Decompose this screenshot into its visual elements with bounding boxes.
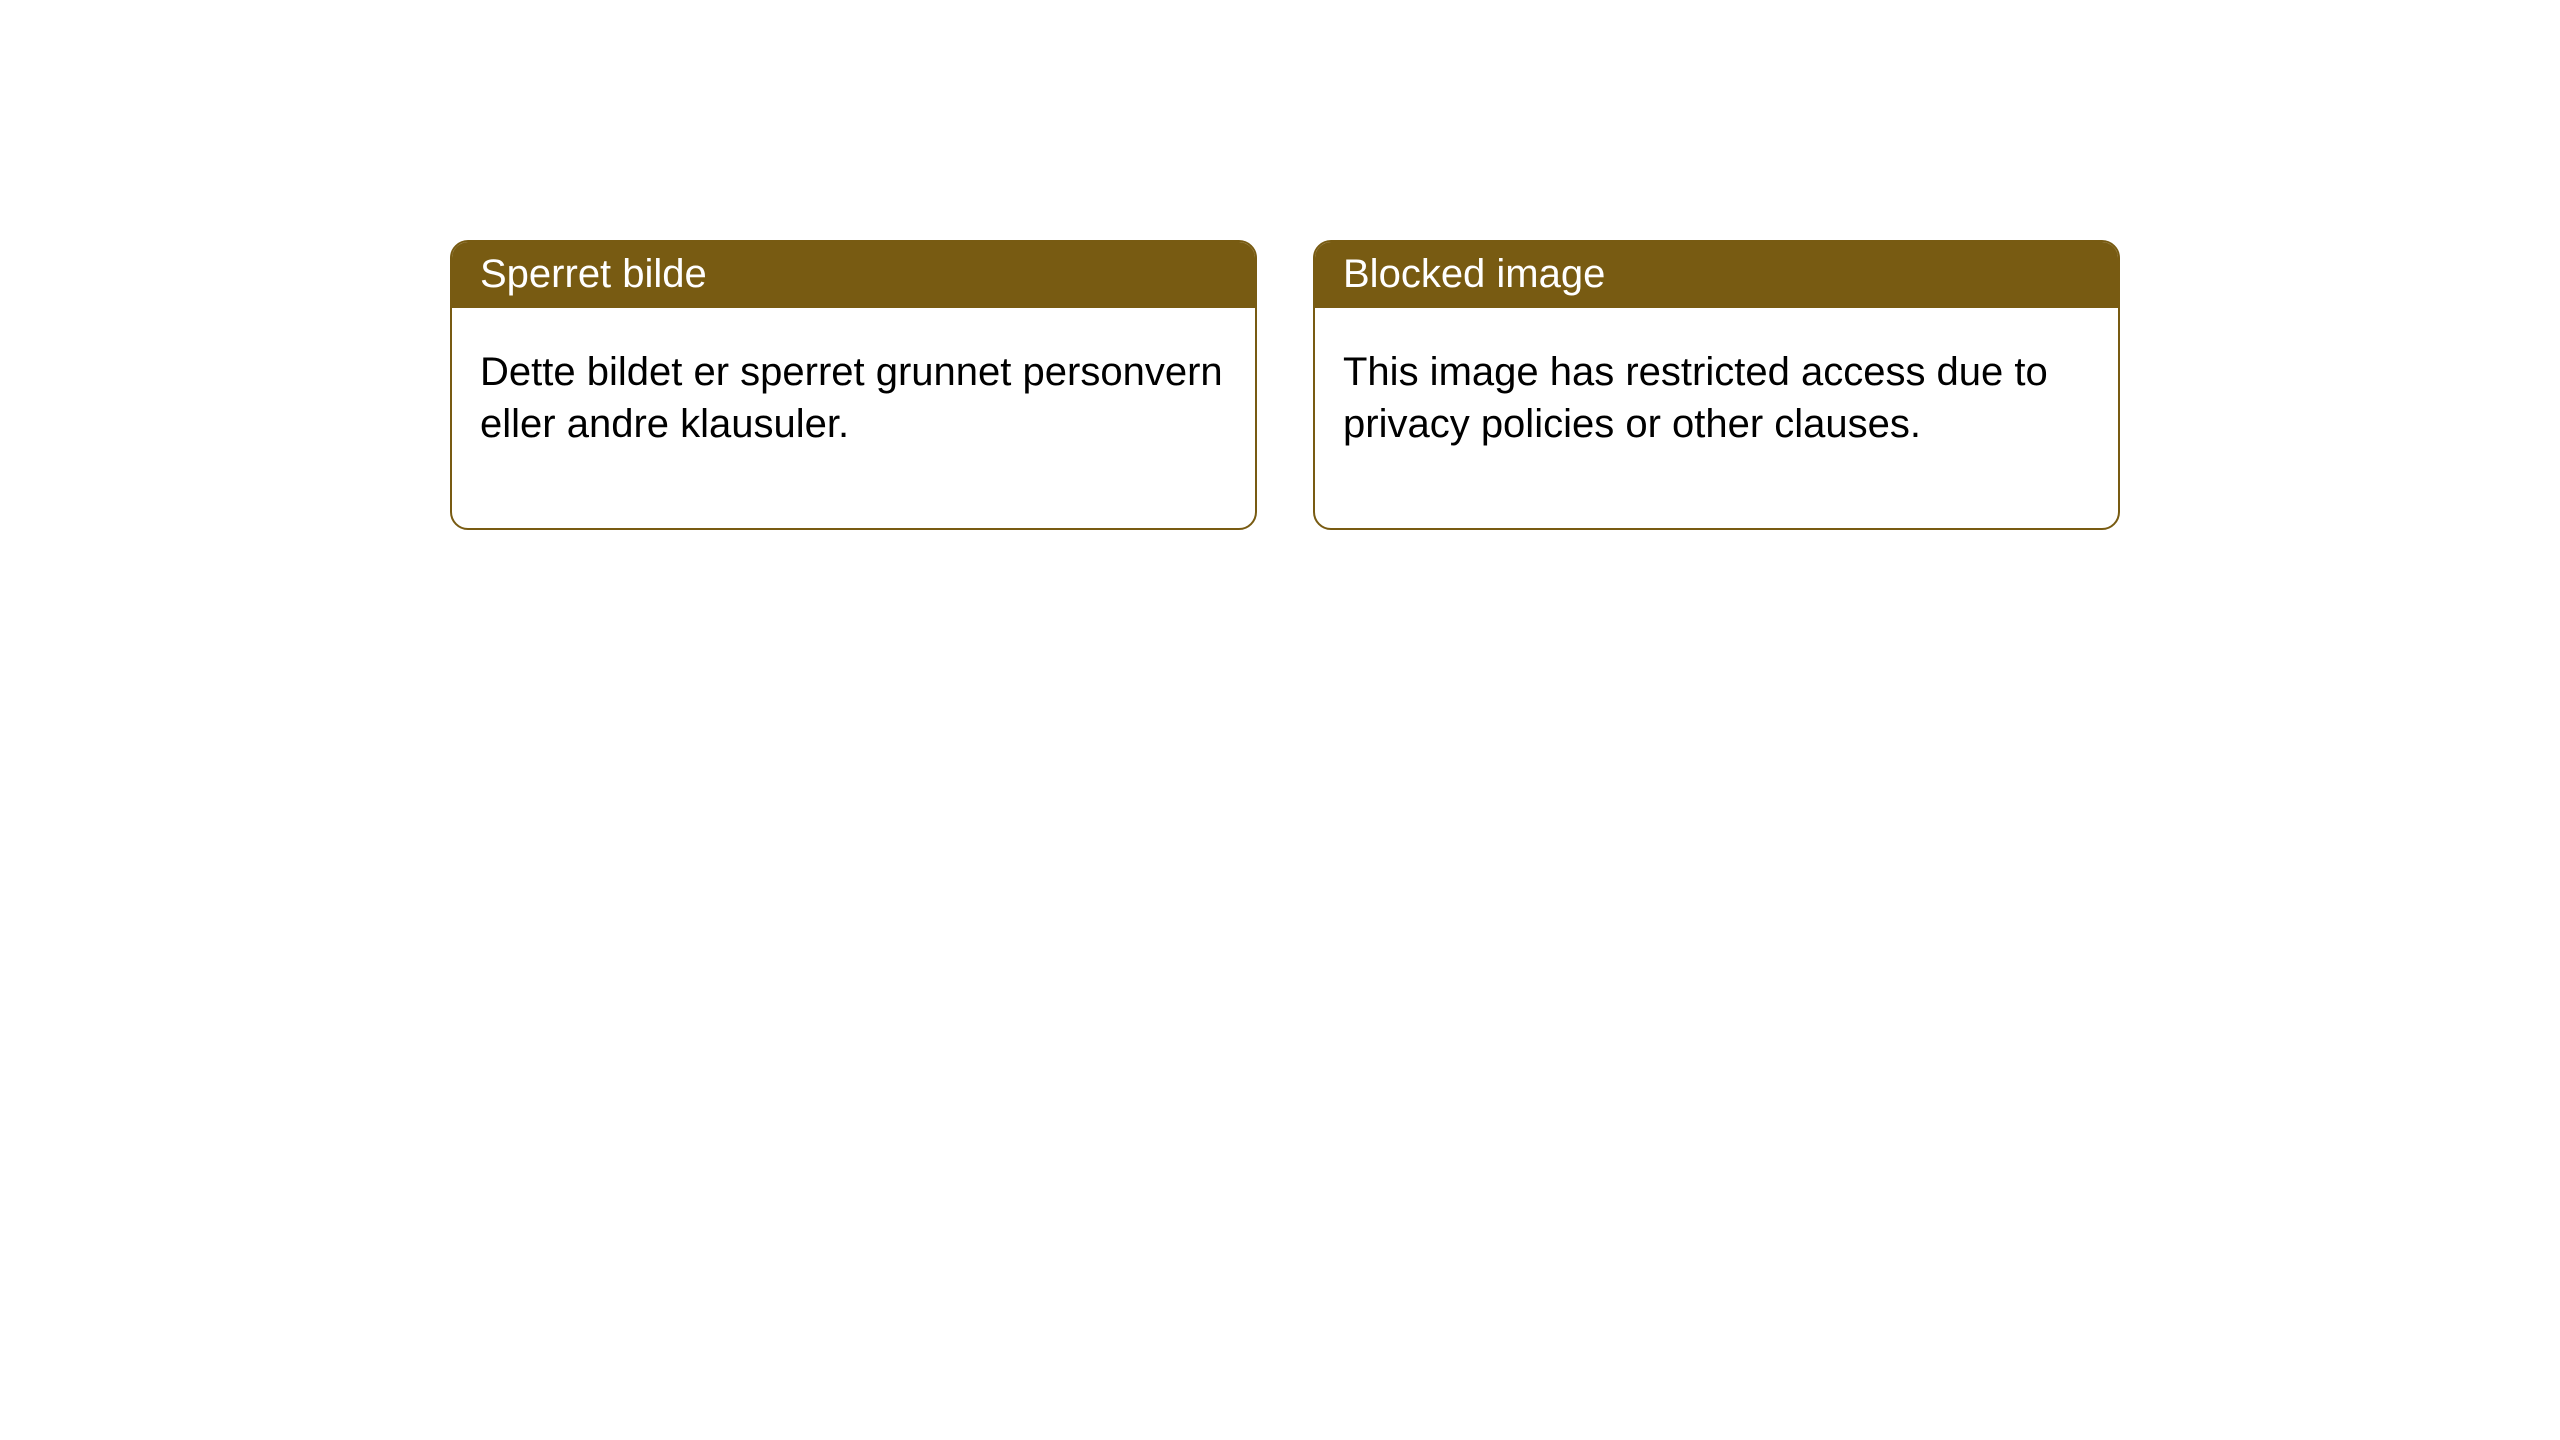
notice-header: Sperret bilde [452, 242, 1255, 308]
notice-header: Blocked image [1315, 242, 2118, 308]
notice-box-norwegian: Sperret bilde Dette bildet er sperret gr… [450, 240, 1257, 530]
notice-body: Dette bildet er sperret grunnet personve… [452, 308, 1255, 528]
notice-container: Sperret bilde Dette bildet er sperret gr… [0, 0, 2560, 530]
notice-box-english: Blocked image This image has restricted … [1313, 240, 2120, 530]
notice-body: This image has restricted access due to … [1315, 308, 2118, 528]
